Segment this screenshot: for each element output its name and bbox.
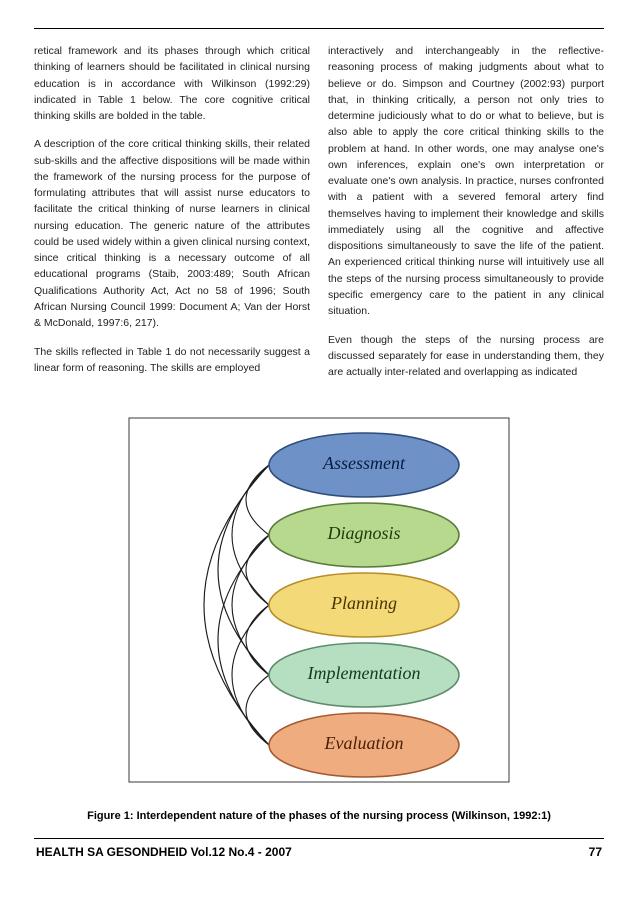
journal-info: HEALTH SA GESONDHEID Vol.12 No.4 - 2007 [36,845,292,859]
two-column-text: retical framework and its phases through… [34,43,604,392]
figure-1: Assessment Diagnosis Planning Implementatio… [34,400,604,832]
paragraph: retical framework and its phases through… [34,43,310,124]
right-column: interactively and interchangeably in the… [328,43,604,392]
paragraph: interactively and interchangeably in the… [328,43,604,320]
paragraph: The skills reflected in Table 1 do not n… [34,344,310,377]
svg-text:Evaluation: Evaluation [324,733,404,753]
top-rule [34,28,604,29]
svg-text:Assessment: Assessment [322,453,406,473]
svg-text:Planning: Planning [330,593,397,613]
svg-text:Diagnosis: Diagnosis [326,523,400,543]
paragraph: Even though the steps of the nursing pro… [328,332,604,381]
paragraph: A description of the core critical think… [34,136,310,331]
page-number: 77 [589,845,602,859]
page-footer: HEALTH SA GESONDHEID Vol.12 No.4 - 2007 … [34,845,604,859]
nursing-process-diagram: Assessment Diagnosis Planning Implementatio… [119,400,519,800]
bottom-rule [34,838,604,839]
figure-caption: Figure 1: Interdependent nature of the p… [87,810,551,822]
left-column: retical framework and its phases through… [34,43,310,392]
svg-text:Implementation: Implementation [307,663,421,683]
